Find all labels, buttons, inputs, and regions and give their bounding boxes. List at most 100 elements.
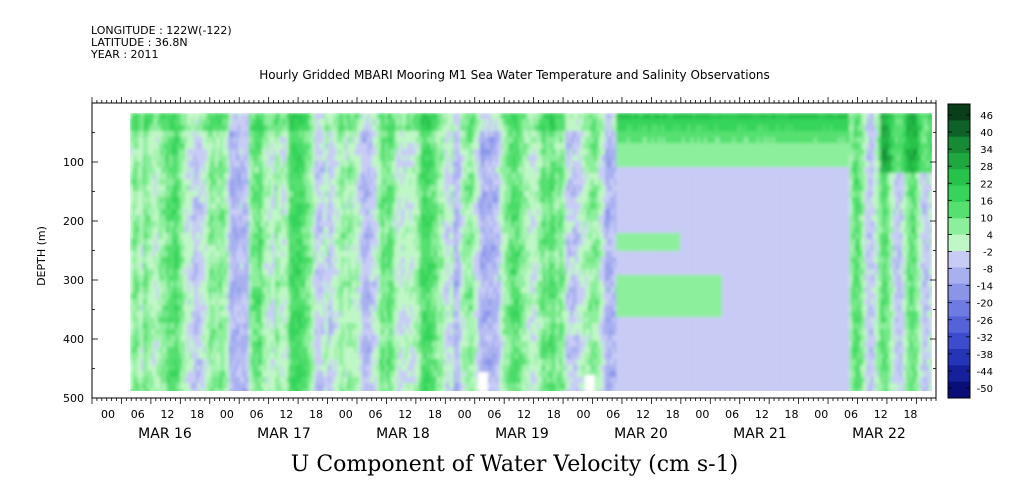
- heat-cell: [130, 179, 133, 186]
- heat-cell: [202, 137, 206, 144]
- heat-cell: [213, 317, 217, 324]
- heat-cell: [138, 179, 142, 186]
- heat-cell: [268, 125, 272, 132]
- heat-cell: [332, 293, 335, 300]
- heat-cell: [328, 329, 331, 336]
- heat-cell: [237, 329, 241, 336]
- heat-cell: [268, 239, 272, 246]
- heat-cell: [191, 251, 195, 258]
- heat-cell: [163, 383, 166, 390]
- heat-cell: [270, 293, 274, 300]
- heat-cell: [255, 275, 258, 282]
- heat-cell: [319, 233, 322, 240]
- heat-cell: [308, 131, 311, 138]
- heat-cell: [156, 275, 159, 282]
- heat-cell: [136, 143, 140, 150]
- heat-cell: [222, 275, 225, 282]
- heat-cell: [207, 149, 210, 156]
- heat-cell: [207, 299, 210, 306]
- heat-cell: [321, 281, 324, 288]
- heat-cell: [277, 227, 280, 234]
- heat-cell: [273, 317, 276, 324]
- heat-cell: [257, 137, 261, 144]
- heat-cell: [198, 281, 201, 288]
- heat-cell: [154, 233, 157, 240]
- heat-cell: [145, 143, 148, 150]
- heat-cell: [248, 143, 252, 150]
- heat-cell: [152, 293, 155, 300]
- heat-cell: [325, 137, 329, 144]
- heat-cell: [336, 209, 340, 216]
- heat-cell: [251, 167, 254, 174]
- heat-cell: [306, 281, 309, 288]
- heat-cell: [306, 371, 309, 378]
- heat-cell: [163, 197, 166, 204]
- heat-cell: [174, 257, 177, 264]
- heat-cell: [303, 239, 307, 246]
- heat-cell: [255, 347, 258, 354]
- heat-cell: [308, 161, 311, 168]
- heat-cell: [332, 149, 335, 156]
- heat-cell: [288, 173, 291, 180]
- heat-cell: [339, 257, 342, 264]
- heat-cell: [244, 179, 247, 186]
- heat-cell: [211, 149, 214, 156]
- heat-cell: [167, 191, 170, 198]
- heat-cell: [248, 317, 252, 324]
- heat-cell: [288, 155, 291, 162]
- heat-cell: [255, 365, 258, 372]
- heat-cell: [235, 203, 239, 210]
- heat-cell: [336, 269, 340, 276]
- heat-cell: [354, 203, 357, 210]
- heat-cell: [171, 335, 175, 342]
- heat-cell: [303, 221, 307, 228]
- heat-cell: [323, 233, 327, 240]
- heat-cell: [149, 263, 153, 270]
- heat-cell: [325, 239, 329, 246]
- heat-cell: [295, 311, 298, 318]
- heat-cell: [334, 125, 338, 132]
- heat-cell: [339, 275, 342, 282]
- heat-cell: [262, 179, 265, 186]
- heat-cell: [301, 221, 305, 228]
- heat-cell: [167, 137, 170, 144]
- heat-cell: [226, 233, 230, 240]
- heat-cell: [189, 239, 192, 246]
- heat-cell: [299, 239, 302, 246]
- heat-cell: [222, 383, 225, 390]
- heat-cell: [352, 239, 355, 246]
- heat-cell: [147, 371, 151, 378]
- heat-cell: [297, 203, 300, 210]
- heat-cell: [215, 185, 219, 192]
- heat-cell: [213, 281, 217, 288]
- heat-cell: [251, 125, 254, 132]
- heat-cell: [246, 317, 250, 324]
- heat-cell: [191, 329, 195, 336]
- heat-cell: [354, 221, 357, 228]
- heat-cell: [191, 305, 195, 312]
- heat-cell: [343, 341, 346, 348]
- heat-cell: [321, 323, 324, 330]
- heat-cell: [226, 281, 230, 288]
- heat-cell: [240, 281, 243, 288]
- heat-cell: [138, 311, 142, 318]
- heat-cell: [347, 311, 351, 318]
- heat-cell: [182, 377, 186, 384]
- heat-cell: [200, 371, 203, 378]
- heat-cell: [323, 113, 327, 120]
- heat-cell: [149, 371, 153, 378]
- heat-cell: [171, 329, 175, 336]
- heat-cell: [253, 371, 256, 378]
- heat-cell: [259, 257, 263, 264]
- heat-cell: [209, 185, 212, 192]
- heat-cell: [341, 203, 344, 210]
- heat-cell: [130, 329, 133, 336]
- heat-cell: [350, 233, 353, 240]
- heat-cell: [356, 299, 360, 306]
- heat-cell: [202, 167, 206, 174]
- heat-cell: [244, 131, 247, 138]
- heat-cell: [356, 119, 360, 126]
- heat-cell: [358, 119, 362, 126]
- heat-cell: [138, 137, 142, 144]
- heat-cell: [259, 113, 263, 120]
